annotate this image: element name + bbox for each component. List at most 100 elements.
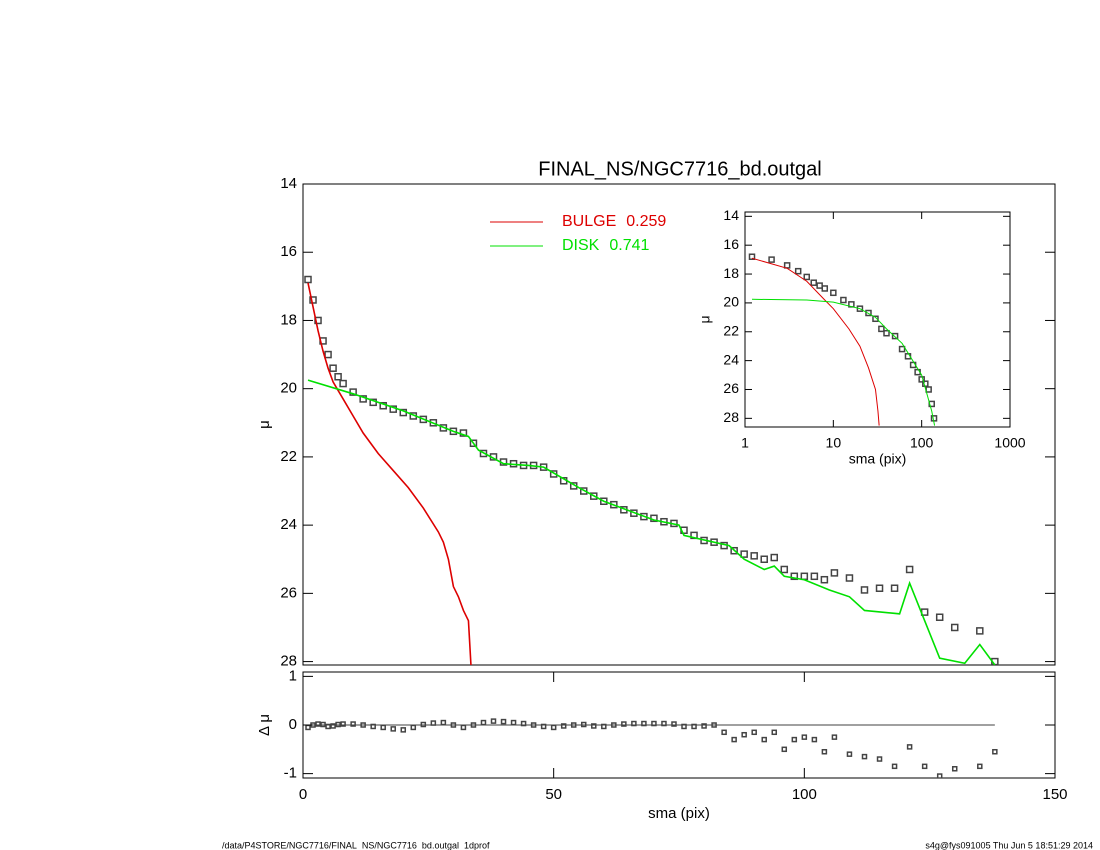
data-point xyxy=(891,332,899,340)
data-point xyxy=(748,253,756,260)
data-point xyxy=(878,325,885,333)
chart-title: FINAL_NS/NGC7716_bd.outgal xyxy=(538,158,822,180)
data-point xyxy=(860,586,869,594)
y-tick-label: 14 xyxy=(280,175,297,192)
data-point xyxy=(651,720,657,727)
data-point xyxy=(314,316,322,325)
data-point xyxy=(883,329,890,337)
y-tick-label: 24 xyxy=(723,351,739,367)
data-point xyxy=(661,720,667,727)
data-point xyxy=(334,372,342,381)
data-point xyxy=(950,623,959,632)
data-point xyxy=(315,721,321,727)
data-point xyxy=(906,744,913,750)
y-tick-label: 18 xyxy=(280,311,297,328)
y-tick-label: 26 xyxy=(280,584,297,601)
data-point xyxy=(810,279,817,286)
y-tick-label: 16 xyxy=(280,243,297,260)
data-point xyxy=(390,726,396,732)
x-axis-label: sma (pix) xyxy=(648,805,710,822)
data-point xyxy=(490,718,497,724)
data-point xyxy=(400,727,407,733)
data-point xyxy=(480,719,487,726)
y-axis-label: Δ μ xyxy=(256,714,273,736)
data-point xyxy=(770,553,779,562)
data-point xyxy=(430,720,437,726)
data-point xyxy=(420,721,427,728)
data-point xyxy=(329,364,337,372)
data-point xyxy=(579,487,588,495)
data-point xyxy=(780,565,789,574)
footer-right: s4g@fys091005 Thu Jun 5 18:51:29 2014 xyxy=(925,840,1093,850)
data-point xyxy=(976,627,984,635)
legend-label: BULGE xyxy=(562,213,616,230)
data-point xyxy=(540,723,547,730)
model-line xyxy=(751,257,880,426)
plot-frame xyxy=(744,211,1011,428)
data-point xyxy=(681,723,687,730)
data-point xyxy=(600,497,608,506)
data-point xyxy=(921,763,928,770)
data-point xyxy=(601,723,607,730)
data-point xyxy=(794,267,802,275)
data-point xyxy=(500,718,507,725)
x-tick-label: 1 xyxy=(741,435,749,451)
data-point xyxy=(811,736,818,743)
data-point xyxy=(325,723,331,730)
data-point xyxy=(905,565,914,574)
y-axis-label: μ xyxy=(697,315,713,323)
data-point xyxy=(360,722,366,728)
data-point xyxy=(922,380,929,387)
data-point xyxy=(810,572,819,581)
data-point xyxy=(530,722,537,728)
data-point xyxy=(440,719,447,726)
y-tick-label: 1 xyxy=(289,667,297,684)
data-point xyxy=(936,773,943,778)
data-point xyxy=(845,574,854,582)
plot-area xyxy=(748,253,938,426)
data-point xyxy=(992,748,998,755)
data-point xyxy=(570,722,577,728)
data-point xyxy=(641,720,647,727)
data-point xyxy=(730,546,738,555)
data-point xyxy=(768,256,775,263)
data-point xyxy=(750,552,758,560)
data-point xyxy=(591,723,597,729)
data-point xyxy=(350,721,356,727)
data-point xyxy=(671,721,677,727)
x-tick-label: 50 xyxy=(545,786,562,803)
y-tick-label: 28 xyxy=(280,653,297,670)
data-point xyxy=(631,720,637,727)
data-point xyxy=(320,721,326,728)
data-point xyxy=(840,296,847,304)
data-point xyxy=(611,722,617,728)
y-tick-label: -1 xyxy=(284,765,297,782)
data-point xyxy=(821,748,828,755)
data-point xyxy=(790,572,799,581)
data-point xyxy=(305,724,311,731)
data-point xyxy=(935,613,944,621)
legend-fraction: 0.259 xyxy=(626,213,666,230)
data-point xyxy=(820,575,829,584)
footer-left: /data/P4STORE/NGC7716/FINAL_NS/NGC7716_b… xyxy=(222,840,490,850)
data-point xyxy=(560,723,567,729)
data-point xyxy=(590,492,598,500)
data-point xyxy=(339,379,347,388)
y-tick-label: 16 xyxy=(723,236,739,252)
y-tick-label: 20 xyxy=(280,380,297,397)
data-point xyxy=(510,719,517,726)
legend-label: DISK xyxy=(562,237,600,254)
data-point xyxy=(875,584,884,592)
y-axis-label: μ xyxy=(256,420,273,429)
data-point xyxy=(791,736,798,743)
data-point xyxy=(740,550,748,558)
model-line xyxy=(307,282,472,665)
plot-frame xyxy=(302,183,1056,666)
data-point xyxy=(621,721,627,727)
data-point xyxy=(711,722,717,728)
x-tick-label: 0 xyxy=(299,786,307,803)
data-point xyxy=(760,555,768,563)
data-point xyxy=(701,723,707,729)
y-tick-label: 0 xyxy=(289,716,297,733)
x-tick-label: 100 xyxy=(792,786,817,803)
